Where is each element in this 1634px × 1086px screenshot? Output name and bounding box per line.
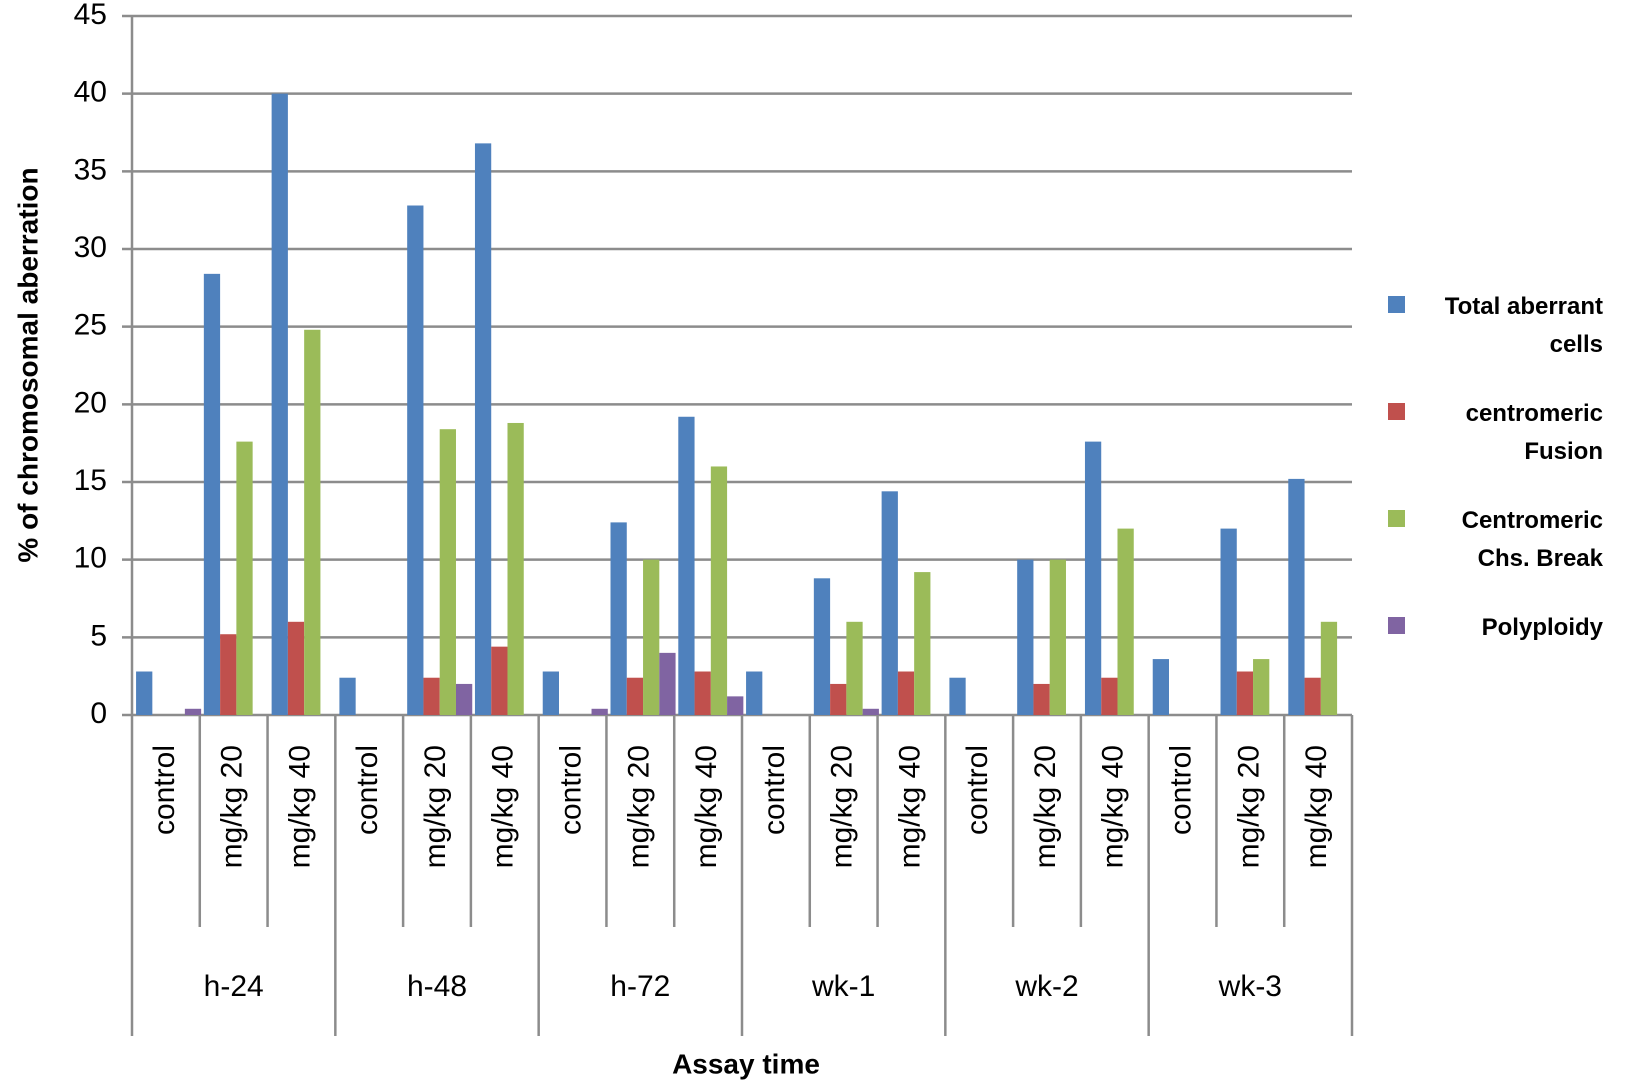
x-axis-title: Assay time (672, 1048, 820, 1079)
legend-item: Polyploidy (1388, 609, 1603, 647)
y-tick-label: 5 (90, 619, 107, 652)
x-tick-label: mg/kg 40 (690, 745, 723, 868)
bar (271, 93, 288, 715)
legend-swatch (1388, 403, 1405, 420)
bar (1033, 683, 1050, 715)
bar (491, 646, 508, 715)
x-tick-label: control (351, 745, 384, 835)
x-tick-label: mg/kg 20 (419, 745, 452, 868)
y-tick-label: 15 (74, 464, 107, 497)
x-tick-label: control (961, 745, 994, 835)
bar (746, 671, 763, 715)
bar (1049, 559, 1066, 715)
x-tick-label: mg/kg 20 (1232, 745, 1265, 868)
bar (542, 671, 559, 715)
bar (1117, 528, 1134, 715)
bar (136, 671, 153, 715)
bar (949, 677, 966, 715)
bar (710, 466, 728, 715)
group-label: wk-3 (1218, 970, 1282, 1003)
group-label: h-72 (610, 970, 670, 1003)
bar (339, 677, 356, 715)
bar (203, 273, 221, 715)
bar (678, 416, 695, 715)
bar (881, 491, 898, 715)
x-tick-label: control (1164, 745, 1197, 835)
bar (897, 671, 915, 715)
bar (846, 621, 863, 715)
legend-swatch (1388, 296, 1405, 313)
y-tick-label: 40 (74, 76, 107, 109)
bar (1101, 677, 1118, 715)
bar (591, 708, 608, 715)
x-tick-label: mg/kg 20 (622, 745, 655, 868)
bar (643, 559, 660, 715)
group-label: h-24 (204, 970, 264, 1003)
legend-swatch (1388, 510, 1405, 527)
x-tick-label: mg/kg 40 (1097, 745, 1130, 868)
bar (184, 708, 202, 715)
bar (287, 621, 305, 715)
bar (1288, 478, 1305, 715)
bar (626, 677, 644, 715)
bar (1253, 659, 1270, 715)
legend-label: centromeric Fusion (1465, 400, 1603, 465)
bar (1017, 559, 1034, 715)
bar (407, 205, 424, 716)
bar (474, 143, 492, 715)
group-label: wk-1 (811, 970, 875, 1003)
bar (659, 652, 676, 715)
y-tick-label: 0 (90, 697, 107, 730)
x-tick-label: mg/kg 40 (283, 745, 316, 868)
x-tick-label: mg/kg 40 (487, 745, 520, 868)
bar (1236, 671, 1254, 715)
y-tick-label: 10 (74, 542, 107, 575)
legend-label: Polyploidy (1481, 614, 1603, 641)
x-tick-label: mg/kg 40 (1300, 745, 1333, 868)
bar (1084, 441, 1102, 715)
y-tick-label: 35 (74, 153, 107, 186)
bar (813, 578, 831, 715)
bar (727, 696, 744, 715)
x-tick-label: mg/kg 40 (893, 745, 926, 868)
bar (862, 708, 879, 715)
x-tick-label: mg/kg 20 (216, 745, 249, 868)
bar (455, 683, 473, 715)
legend-item: centromeric Fusion (1388, 395, 1603, 471)
group-label: h-48 (407, 970, 467, 1003)
group-label: wk-2 (1014, 970, 1078, 1003)
bar (610, 522, 627, 715)
legend-label: Centromeric Chs. Break (1461, 507, 1603, 572)
bar (507, 422, 524, 715)
legend-label: Total aberrant cells (1444, 293, 1603, 358)
y-tick-label: 30 (74, 231, 107, 264)
x-tick-label: mg/kg 20 (1029, 745, 1062, 868)
y-tick-label: 20 (74, 386, 107, 419)
y-axis-title: % of chromosomal aberration (12, 167, 43, 562)
bar (1304, 677, 1321, 715)
bar (304, 329, 321, 715)
x-tick-label: control (148, 745, 181, 835)
legend-swatch (1388, 617, 1405, 634)
bar (1152, 659, 1169, 715)
x-tick-label: control (758, 745, 791, 835)
x-tick-label: mg/kg 20 (826, 745, 859, 868)
legend-item: Centromeric Chs. Break (1388, 502, 1603, 578)
x-tick-label: control (554, 745, 587, 835)
bar (914, 572, 931, 715)
bar (220, 634, 237, 715)
bar (236, 441, 253, 715)
y-tick-label: 25 (74, 309, 107, 342)
bar (694, 671, 711, 715)
legend-item: Total aberrant cells (1388, 288, 1603, 364)
y-tick-label: 45 (74, 0, 107, 31)
bar (830, 683, 847, 715)
bar (1220, 528, 1237, 715)
bar (423, 677, 440, 715)
bar (1320, 621, 1338, 715)
bar (439, 429, 456, 715)
